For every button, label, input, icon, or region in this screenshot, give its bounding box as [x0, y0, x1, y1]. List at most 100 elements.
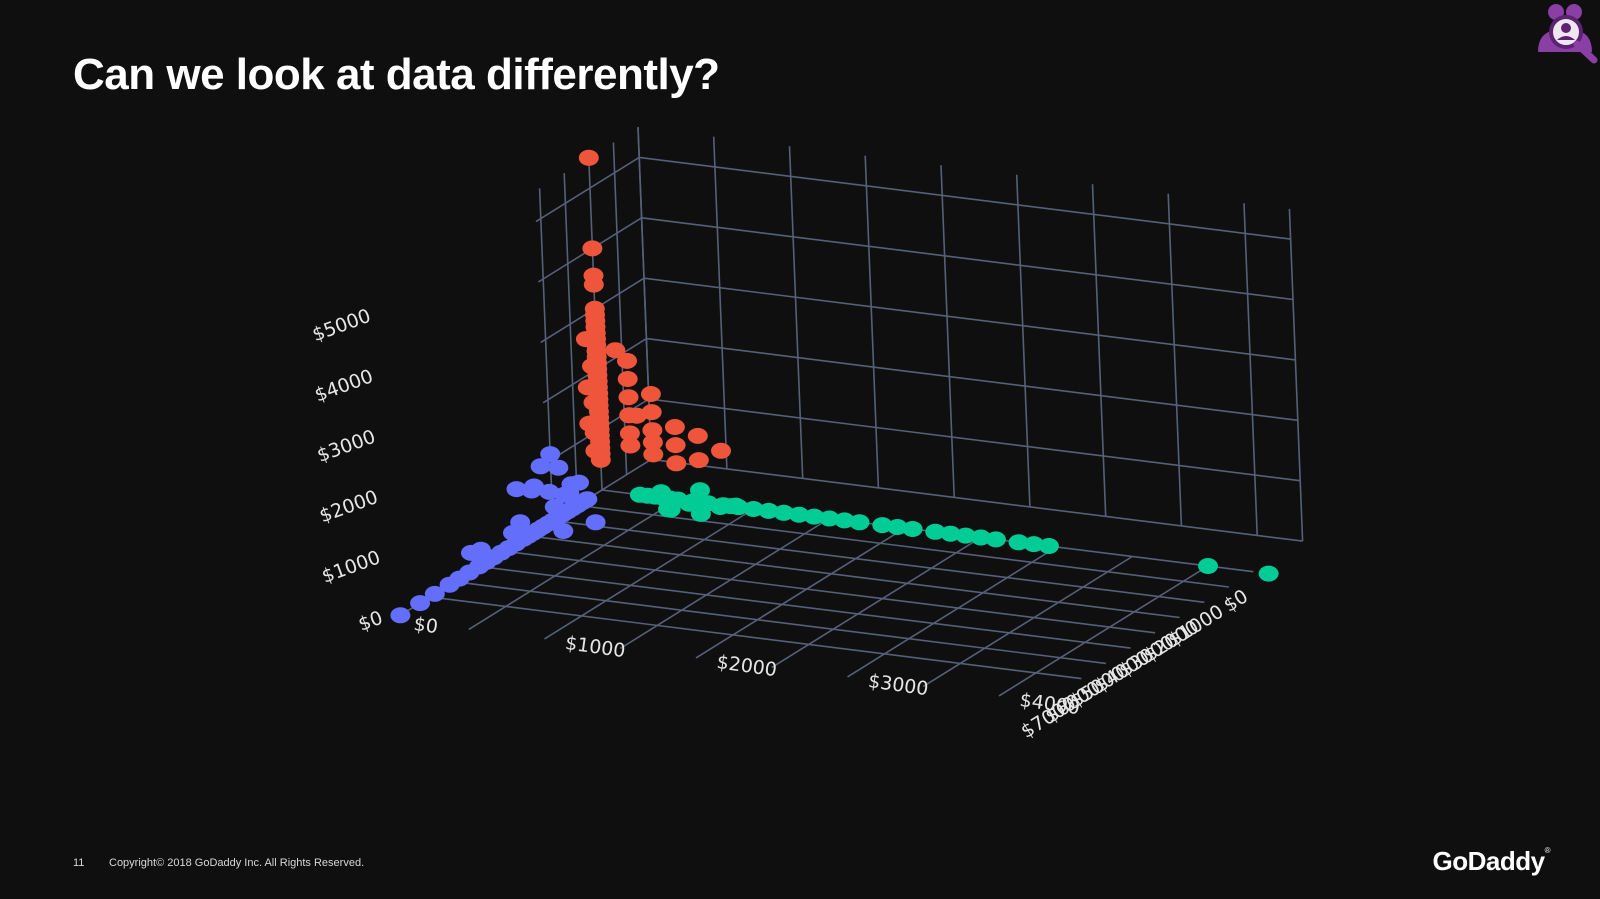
data-point	[470, 541, 491, 558]
chart-tick-labels: $0 $1000 $2000 $3000 $4000 $5000 $0 $1000 $2000 $…	[309, 305, 1252, 743]
grid-line-leftwall-horizontal	[535, 156, 640, 223]
grid-line-floor-y	[771, 536, 982, 669]
data-point	[940, 525, 961, 542]
x-tick-label: $0	[1220, 585, 1252, 616]
data-point	[642, 434, 663, 451]
data-point	[834, 512, 855, 529]
brand-wordmark: GoDaddy	[1432, 846, 1546, 876]
grid-line-backwall-vertical	[940, 165, 955, 498]
data-point	[390, 607, 411, 624]
y-tick-label: $2000	[715, 651, 778, 681]
data-point	[925, 523, 946, 540]
data-point	[548, 459, 569, 476]
data-point	[619, 425, 640, 442]
data-point	[585, 514, 606, 531]
data-point	[666, 455, 687, 472]
z-tick-label: $4000	[312, 365, 376, 406]
grid-line-backwall-horizontal	[643, 277, 1296, 361]
data-point	[626, 407, 647, 424]
data-point	[620, 437, 641, 454]
grid-line-floor-y	[619, 517, 830, 650]
data-point	[773, 504, 794, 521]
z-tick-label: $2000	[317, 486, 381, 527]
data-point	[690, 482, 710, 499]
grid-line-leftwall-vertical	[612, 142, 628, 475]
data-point	[585, 442, 606, 459]
data-point	[640, 386, 661, 402]
grid-line-backwall-horizontal	[639, 156, 1291, 240]
data-point	[819, 510, 840, 527]
grid-line-backwall-vertical	[1243, 203, 1258, 536]
data-point	[575, 331, 596, 348]
grid-line-floor-y	[847, 546, 1057, 678]
data-point	[665, 437, 686, 454]
data-point	[424, 585, 445, 602]
z-tick-label: $3000	[314, 426, 378, 467]
data-point	[524, 478, 544, 495]
data-point	[544, 498, 565, 515]
data-point	[660, 501, 681, 518]
data-point	[688, 452, 709, 469]
brand-logo: GoDaddy®	[1432, 846, 1551, 877]
data-point	[578, 149, 599, 166]
data-point	[711, 442, 731, 459]
z-tick-label: $1000	[319, 546, 383, 587]
grid-line-backwall-horizontal	[648, 398, 1301, 482]
data-point	[506, 481, 527, 498]
data-point	[618, 389, 639, 406]
y-tick-label: $0	[412, 613, 439, 638]
data-point	[605, 342, 626, 359]
data-point	[577, 491, 598, 508]
data-point	[970, 529, 991, 546]
grid-line-backwall-vertical	[712, 136, 728, 469]
slide-footer: 11 Copyright© 2018 GoDaddy Inc. All Righ…	[73, 857, 364, 869]
y-tick-label: $1000	[564, 632, 627, 662]
grid-line-backwall-horizontal	[646, 337, 1298, 422]
grid-line-floor-x	[552, 519, 1205, 604]
data-point	[577, 379, 598, 396]
grid-line-backwall-vertical	[1091, 184, 1107, 517]
data-point	[553, 523, 574, 539]
grid-line-backwall-vertical	[788, 146, 804, 479]
grid-line-floor-y	[695, 527, 906, 659]
grid-line-floor-x	[528, 535, 1180, 619]
grid-line-floor-y	[544, 508, 754, 640]
grid-line-floor-y	[468, 498, 679, 631]
brand-trademark-mark: ®	[1544, 846, 1551, 855]
data-point	[758, 502, 779, 519]
grid-line-leftwall-vertical	[563, 173, 579, 506]
copyright-notice: Copyright© 2018 GoDaddy Inc. All Rights …	[109, 857, 365, 869]
grid-line-backwall-vertical	[1015, 174, 1031, 507]
data-point	[540, 446, 561, 463]
data-point	[559, 485, 580, 502]
data-point	[539, 483, 560, 500]
data-point	[530, 458, 551, 475]
user-group-search-icon	[1532, 0, 1600, 66]
grid-line-floor-y	[922, 555, 1133, 688]
grid-line-backwall-vertical	[1288, 208, 1304, 542]
data-point	[743, 501, 764, 517]
data-point	[1198, 558, 1218, 574]
grid-line-backwall-horizontal	[651, 458, 1303, 542]
data-point	[849, 514, 870, 531]
grid-line-backwall-vertical	[864, 155, 880, 488]
data-point	[804, 508, 825, 525]
data-point	[679, 495, 700, 512]
chart-grid	[392, 127, 1304, 697]
data-point	[582, 358, 602, 375]
grid-line-floor-x	[577, 504, 1229, 588]
grid-line-floor-x	[454, 580, 1106, 665]
data-point	[710, 499, 731, 515]
data-point	[725, 497, 746, 514]
data-point	[1258, 565, 1279, 582]
data-point	[1038, 538, 1059, 554]
data-point	[643, 446, 664, 463]
data-point	[955, 527, 976, 544]
data-point	[410, 595, 431, 612]
data-point	[651, 484, 672, 501]
data-point	[641, 404, 662, 421]
data-point	[1008, 534, 1029, 551]
data-point	[872, 517, 893, 534]
data-point	[510, 514, 531, 531]
